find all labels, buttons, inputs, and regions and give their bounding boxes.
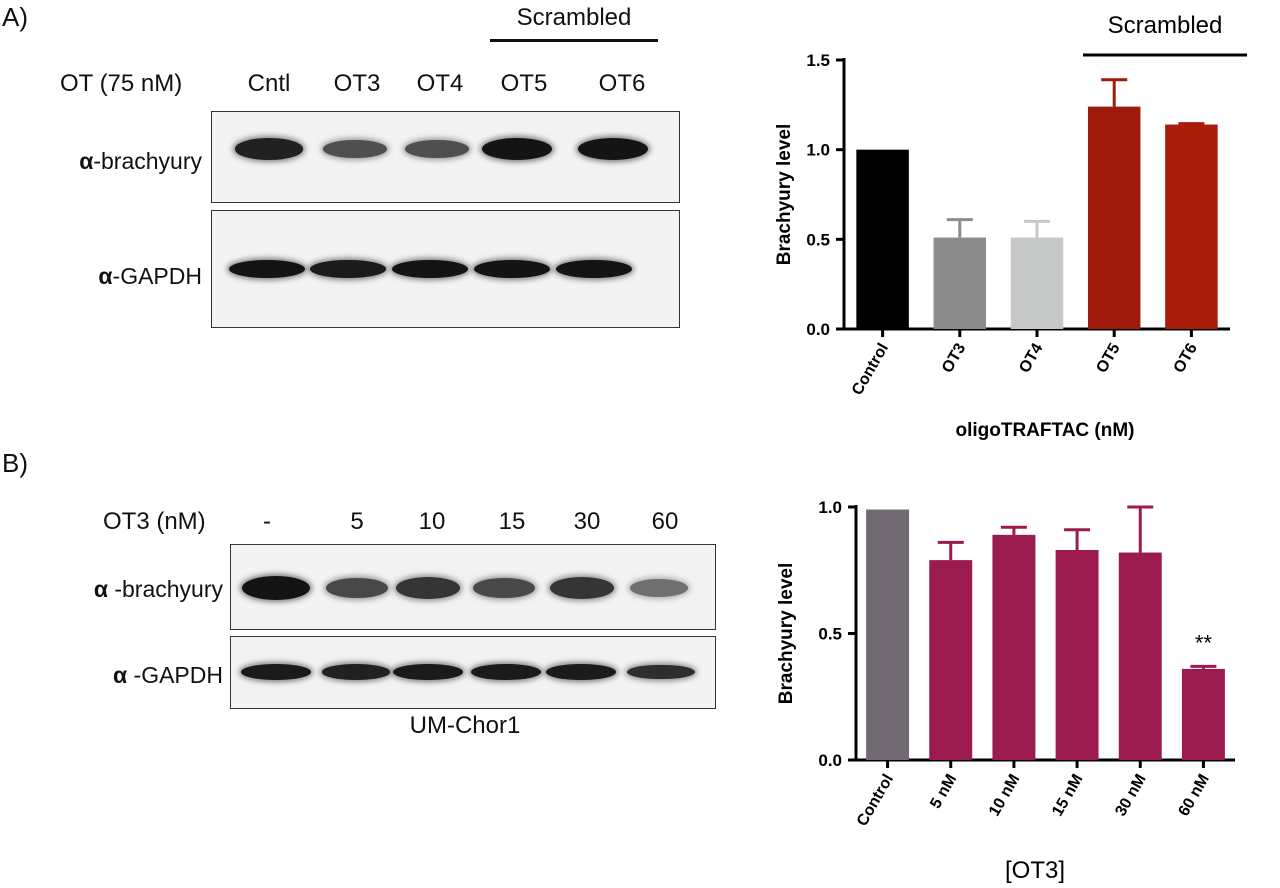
blot-band <box>472 577 536 599</box>
bar <box>929 560 973 760</box>
lane-label: OT4 <box>416 70 464 97</box>
y-axis-label: Brachyury level <box>774 124 795 266</box>
blot-band <box>578 138 648 160</box>
lane-label: 60 <box>651 508 679 535</box>
blot-band <box>229 260 305 278</box>
blot-row-label-gapdh-a: α-GAPDH <box>98 263 202 289</box>
blot-band <box>549 577 615 599</box>
y-tick-label: 1.0 <box>818 498 842 517</box>
bar <box>1010 237 1064 329</box>
scrambled-label: Scrambled <box>1108 12 1223 39</box>
blot-band <box>556 260 632 278</box>
bar-chart-a: 0.0 0.5 1.0 1.5 Brachyury level Control OT3 OT4… <box>774 12 1247 441</box>
y-tick-label: 1.0 <box>806 141 830 160</box>
x-tick-label: 60 nM <box>1175 772 1212 820</box>
bar <box>1165 124 1218 329</box>
lane-label: OT5 <box>500 70 548 97</box>
blot-band <box>321 664 391 680</box>
y-axis-label: Brachyury level <box>776 563 797 705</box>
blot-row-label-brachyury-b: α -brachyury <box>93 576 223 602</box>
treatment-label-b: OT3 (nM) <box>103 508 206 535</box>
blot-row-label-gapdh-b: α -GAPDH <box>113 662 223 688</box>
y-tick-label: 0.0 <box>818 751 842 770</box>
x-tick-label: 15 nM <box>1049 772 1086 820</box>
blot-band <box>323 139 387 159</box>
blot-brachyury-b <box>230 544 716 630</box>
blot-band <box>325 577 389 599</box>
x-tick-label: OT3 <box>939 340 969 376</box>
blot-brachyury-a <box>211 111 680 203</box>
lane-label: 10 <box>418 508 446 535</box>
lane-label: 30 <box>573 508 601 535</box>
bar-chart-b: 0.0 0.5 1.0 Brachyury level Control 5 nM 10 nM… <box>776 498 1235 884</box>
bar <box>1118 552 1162 760</box>
blot-band <box>242 576 310 600</box>
bar <box>1181 668 1225 760</box>
scrambled-label-a-blot: Scrambled <box>516 4 632 31</box>
blot-gapdh-b <box>230 636 716 709</box>
lane-label: 15 <box>498 508 526 535</box>
lane-label: OT3 <box>333 70 381 97</box>
blot-row-label-brachyury-a: α-brachyury <box>79 148 202 174</box>
blot-band <box>234 138 304 160</box>
bar <box>992 534 1036 760</box>
y-tick-label: 0.5 <box>806 230 830 249</box>
blot-band <box>546 664 616 680</box>
bar <box>856 149 909 329</box>
blot-band <box>627 664 695 680</box>
x-axis-label: oligoTRAFTAC (nM) <box>955 420 1134 441</box>
lane-label: 5 <box>350 508 364 535</box>
x-tick-label: 5 nM <box>927 772 960 812</box>
blot-band <box>405 139 469 159</box>
blot-gapdh-a <box>211 210 680 328</box>
x-axis-label: [OT3] <box>1005 857 1065 884</box>
x-tick-label: OT4 <box>1016 340 1046 376</box>
y-tick-label: 0.0 <box>806 320 830 339</box>
cell-line-label: UM-Chor1 <box>409 712 521 739</box>
bar <box>933 237 987 329</box>
panel-b-letter: B) <box>2 448 28 478</box>
blot-band <box>629 578 689 598</box>
blot-band <box>393 664 463 680</box>
scrambled-bracket-a-blot <box>490 39 658 42</box>
x-tick-label: OT6 <box>1171 340 1201 376</box>
significance-marker: ** <box>1195 630 1213 655</box>
y-tick-label: 0.5 <box>818 625 842 644</box>
bar <box>1055 550 1099 760</box>
treatment-label-a: OT (75 nM) <box>60 70 183 97</box>
x-tick-label: 10 nM <box>986 772 1023 820</box>
x-tick-label: OT5 <box>1093 340 1123 376</box>
x-tick-label: Control <box>849 341 892 399</box>
blot-band <box>482 138 552 160</box>
x-tick-label: 30 nM <box>1112 772 1149 820</box>
panel-a-letter: A) <box>2 2 28 32</box>
blot-band <box>310 260 386 278</box>
lane-label: OT6 <box>598 70 646 97</box>
lane-label: - <box>263 508 271 535</box>
bar <box>866 509 910 760</box>
x-tick-label: Control <box>854 772 897 830</box>
blot-band <box>471 664 541 680</box>
blot-band <box>474 260 550 278</box>
blot-band <box>395 577 461 599</box>
y-tick-label: 1.5 <box>806 51 830 70</box>
blot-band <box>241 664 311 680</box>
bar <box>1087 106 1141 329</box>
lane-label: Cntl <box>247 70 291 97</box>
blot-band <box>392 260 468 278</box>
